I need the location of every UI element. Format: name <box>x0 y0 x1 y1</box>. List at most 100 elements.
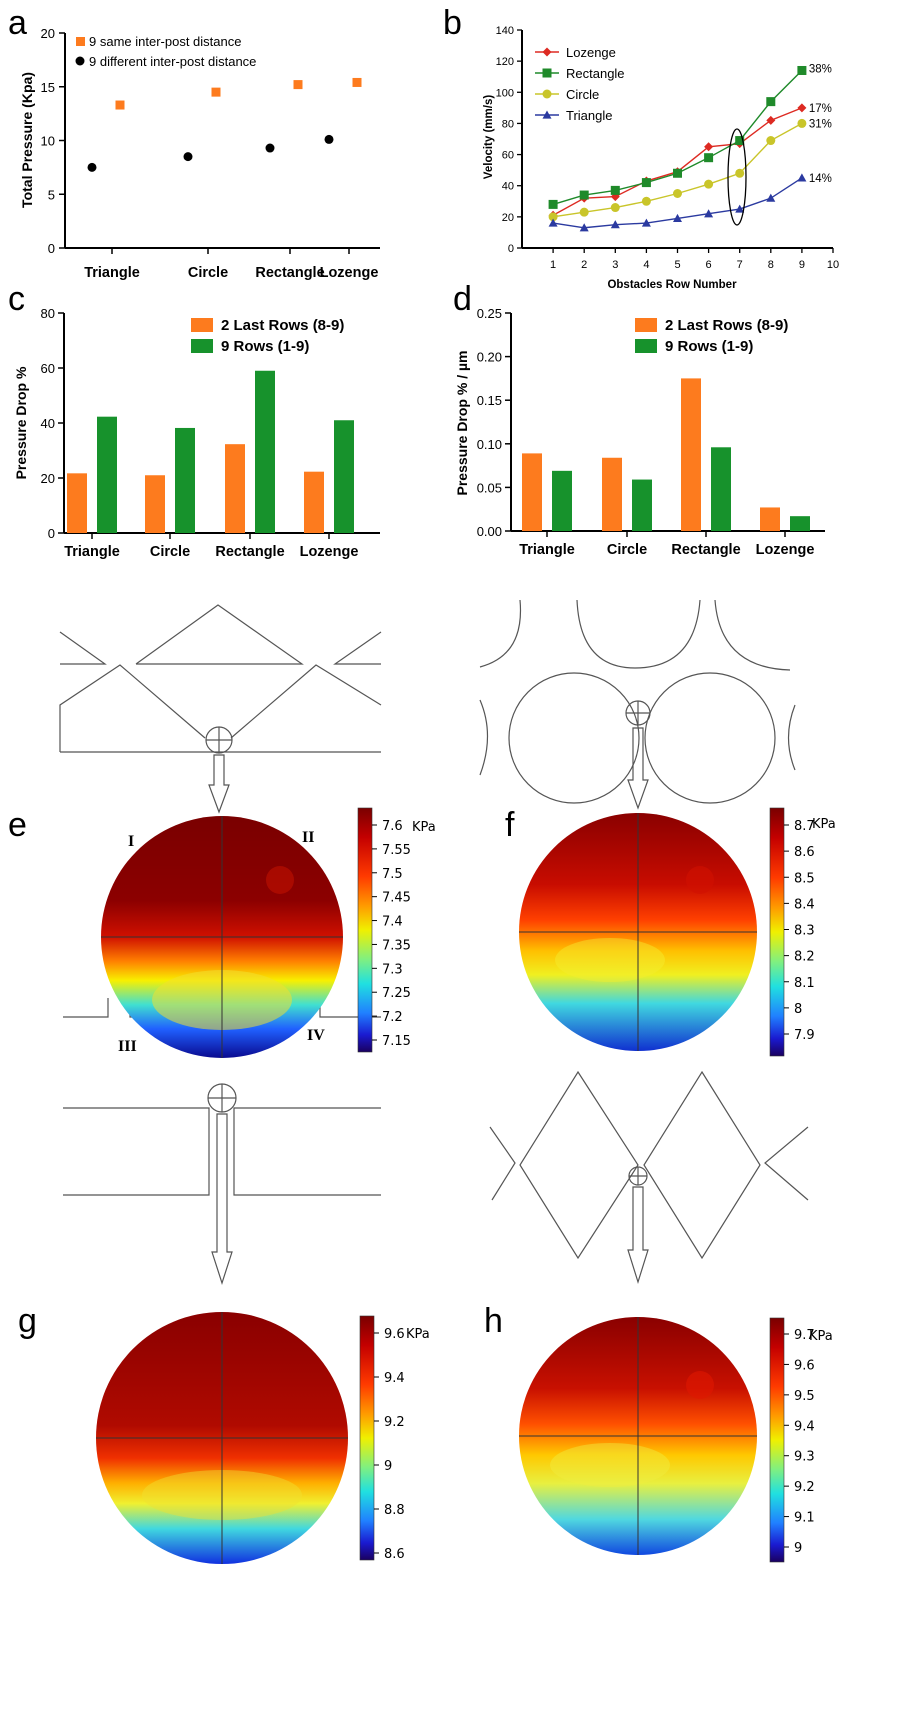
panel-b-legend-label: Triangle <box>566 108 612 123</box>
panel-b-x-tick-label: 4 <box>643 259 649 271</box>
panel-a-category-label: Rectangle <box>255 265 324 281</box>
colorbar-tick-label: 9.3 <box>794 1450 815 1465</box>
panel-b-series-circle-point <box>641 196 651 206</box>
panel-c-legend: 2 Last Rows (8-9) 9 Rows (1-9) <box>191 317 344 355</box>
panel-b-y-tick-label: 20 <box>502 212 514 224</box>
panel-c-category-label: Rectangle <box>215 544 284 560</box>
colorbar-tick-label: 7.15 <box>382 1034 411 1049</box>
colorbar-tick-label: 9 <box>384 1459 392 1474</box>
panel-c-bar-chart: c Pressure Drop % 0 20 40 60 80 Triangle Circ… <box>8 280 380 560</box>
panel-b-legend-marker <box>542 110 552 119</box>
panel-f-colorbar-unit: KPa <box>812 817 836 832</box>
colorbar-tick-label: 8.5 <box>794 871 815 886</box>
panel-d-bars <box>522 378 810 531</box>
colorbar-tick-label: 7.45 <box>382 891 411 906</box>
colorbar-tick-label: 8.7 <box>794 819 815 834</box>
circle-down-arrow <box>627 727 649 810</box>
panel-b-series-circle-point <box>704 179 714 189</box>
colorbar-tick-label: 8.1 <box>794 976 815 991</box>
panel-b-series-circle-point <box>735 168 745 178</box>
panel-b-series-rectangle-point <box>673 168 682 178</box>
panel-a-point-same-distance <box>211 87 221 97</box>
panel-c-bar <box>97 416 117 533</box>
panel-b-legend-marker <box>542 68 552 78</box>
colorbar-tick-label: 7.3 <box>382 962 403 977</box>
panel-e-colorbar <box>357 807 373 1053</box>
panel-d-legend-swatch-0 <box>635 318 657 332</box>
rectangle-down-arrow <box>211 1113 233 1285</box>
panel-b-y-ticks: 0 20 40 60 80 100 120 140 <box>496 25 522 255</box>
panel-b-series-lozenge-line <box>552 107 803 216</box>
panel-e-quadrant-II: II <box>302 829 314 846</box>
panel-e-colorbar-unit: KPa <box>412 820 436 835</box>
panel-b-series-triangle-point <box>548 218 558 227</box>
panel-c-legend-swatch-0 <box>191 318 213 332</box>
panel-b-series-circle-point <box>579 207 589 217</box>
panel-f-hotspot <box>686 866 714 894</box>
panel-d-category-label: Lozenge <box>756 542 815 558</box>
panel-b-series-circle-point <box>548 212 558 222</box>
panel-a-legend-square-marker <box>76 37 85 46</box>
panel-c-bar <box>67 473 87 533</box>
panel-a-category-label: Circle <box>188 265 228 281</box>
panel-b-series-triangle-point <box>641 218 651 227</box>
panel-d-category-label: Circle <box>607 542 647 558</box>
panel-a-legend-label-0: 9 same inter-post distance <box>89 34 241 49</box>
panel-a-category-label: Lozenge <box>320 265 379 281</box>
panel-d-bar <box>681 378 701 531</box>
panel-a-y-tick-label: 10 <box>41 134 55 149</box>
panel-a-y-tick-label: 5 <box>48 187 55 202</box>
panel-b-series-triangle-point <box>610 220 620 229</box>
panel-d-y-tick-label: 0.15 <box>477 393 502 408</box>
panel-b-y-tick-label: 60 <box>502 150 514 162</box>
panel-e-colorbar-ticks: 7.6 7.55 7.5 7.45 7.4 7.35 7.3 7.25 7.2 7.15 <box>372 819 411 1049</box>
panel-e-hotspot <box>266 866 294 894</box>
panel-d-category-label: Triangle <box>519 542 575 558</box>
panel-c-bar <box>255 370 275 533</box>
panel-a-y-tick-label: 20 <box>41 26 55 41</box>
colorbar-tick-label: 8.4 <box>794 897 815 912</box>
panel-b-y-tick-label: 0 <box>508 243 514 255</box>
panel-b-x-tick-label: 7 <box>737 259 743 271</box>
colorbar-tick-label: 8.2 <box>794 950 815 965</box>
panel-b-series-triangle-point <box>735 204 745 213</box>
panel-b-x-tick-label: 9 <box>799 259 805 271</box>
panel-a-y-ticks: 0 5 10 15 20 <box>41 26 65 256</box>
panel-b-series-circle-point <box>610 203 620 213</box>
panel-c-y-tick-label: 20 <box>41 471 55 486</box>
panel-b-series-triangle-point <box>766 193 776 202</box>
panel-b-series-triangle-point <box>673 213 682 223</box>
panel-a-y-label: Total Pressure (Kpa) <box>19 72 35 208</box>
triangle-down-arrow <box>208 754 230 814</box>
panel-a-point-same-distance <box>115 100 125 110</box>
panel-b-legend-label: Rectangle <box>566 66 625 81</box>
panel-a-legend-circle-marker <box>75 56 85 66</box>
panel-b-series-rectangle-point <box>766 97 776 107</box>
panel-e-quadrant-IV: IV <box>307 1027 325 1044</box>
colorbar-tick-label: 8.6 <box>384 1547 405 1562</box>
colorbar-tick-label: 8.3 <box>794 924 815 939</box>
panel-b-legend-marker <box>542 47 552 57</box>
panel-b-series-triangle-point <box>704 209 714 218</box>
colorbar-tick-label: 7.35 <box>382 938 411 953</box>
colorbar-tick-label: 9.4 <box>384 1371 405 1386</box>
panel-b-series-circle-point <box>797 118 807 128</box>
panel-b-series-rectangle-point <box>548 199 558 209</box>
panel-b-series-rectangle: 38% <box>548 63 832 209</box>
panel-c-x-ticks: Triangle Circle Rectangle Lozenge <box>64 533 358 560</box>
circle-obstacle-geometry <box>479 599 796 810</box>
panel-b-x-label: Obstacles Row Number <box>607 279 737 291</box>
colorbar-tick-label: 7.55 <box>382 843 411 858</box>
colorbar-tick-label: 7.4 <box>382 915 403 930</box>
panel-d-legend: 2 Last Rows (8-9) 9 Rows (1-9) <box>635 317 788 355</box>
panel-b-series-triangle: 14% <box>548 173 832 232</box>
colorbar-tick-label: 8.8 <box>384 1503 405 1518</box>
panel-h-hotspot <box>686 1371 714 1399</box>
panel-d-bar <box>522 453 542 531</box>
panel-b-x-tick-label: 1 <box>550 259 556 271</box>
colorbar-tick-label: 7.5 <box>382 867 403 882</box>
panel-b-series-lozenge-point <box>766 115 776 125</box>
panel-e-quadrant-III: III <box>118 1038 137 1055</box>
panel-c-bar <box>304 471 324 533</box>
